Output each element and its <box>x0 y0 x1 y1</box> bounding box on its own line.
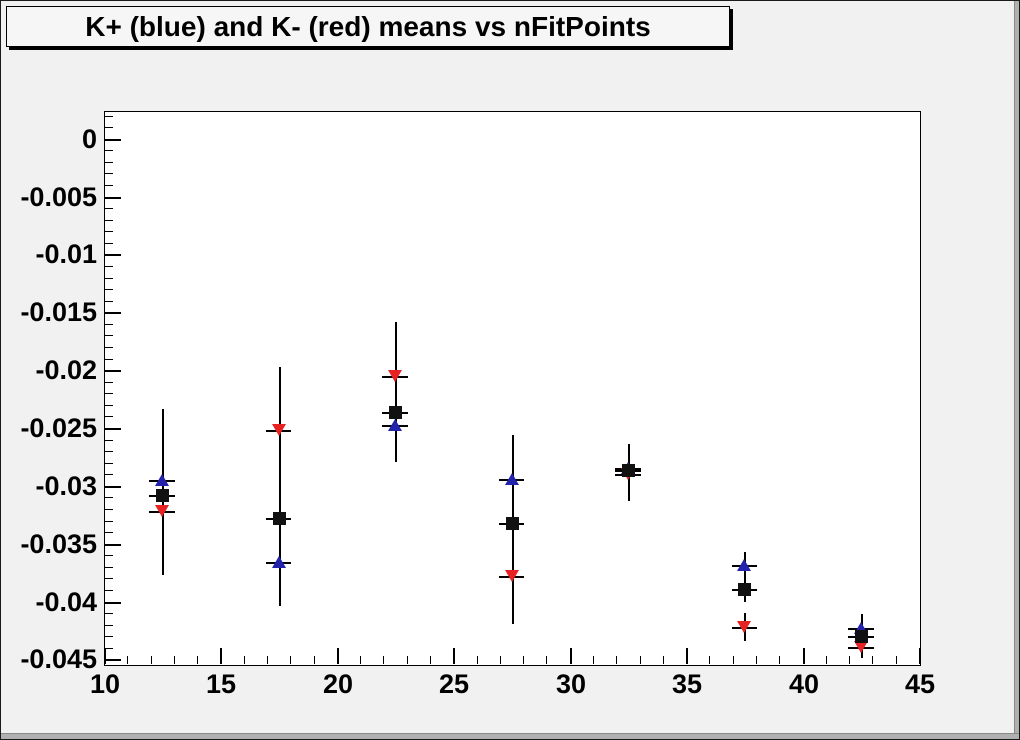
x-tick-label: 15 <box>205 669 237 699</box>
canvas-edge-bottom <box>1 733 1019 739</box>
x-tick-label: 40 <box>788 669 820 699</box>
y-tick-label: -0.04 <box>35 587 97 617</box>
y-tick-label: -0.005 <box>20 182 97 212</box>
y-tick-label: -0.035 <box>20 529 97 559</box>
y-tick-label: -0.015 <box>20 297 97 327</box>
x-tick-label: 10 <box>89 669 121 699</box>
x-tick-label: 30 <box>555 669 587 699</box>
x-tick-label: 35 <box>671 669 703 699</box>
plot-frame <box>104 111 921 666</box>
y-tick-label: -0.03 <box>35 471 97 501</box>
x-tick-label: 45 <box>904 669 936 699</box>
canvas-edge-right <box>1014 1 1019 739</box>
x-tick-label: 25 <box>438 669 470 699</box>
y-tick-label: -0.02 <box>35 355 97 385</box>
x-tick-label: 20 <box>322 669 354 699</box>
y-tick-label: -0.025 <box>20 413 97 443</box>
y-tick-label: 0 <box>81 124 97 154</box>
title-pave[interactable]: K+ (blue) and K- (red) means vs nFitPoin… <box>6 6 730 47</box>
y-tick-label: -0.01 <box>35 239 97 269</box>
chart-title: K+ (blue) and K- (red) means vs nFitPoin… <box>85 10 651 42</box>
y-tick-label: -0.045 <box>20 644 97 674</box>
